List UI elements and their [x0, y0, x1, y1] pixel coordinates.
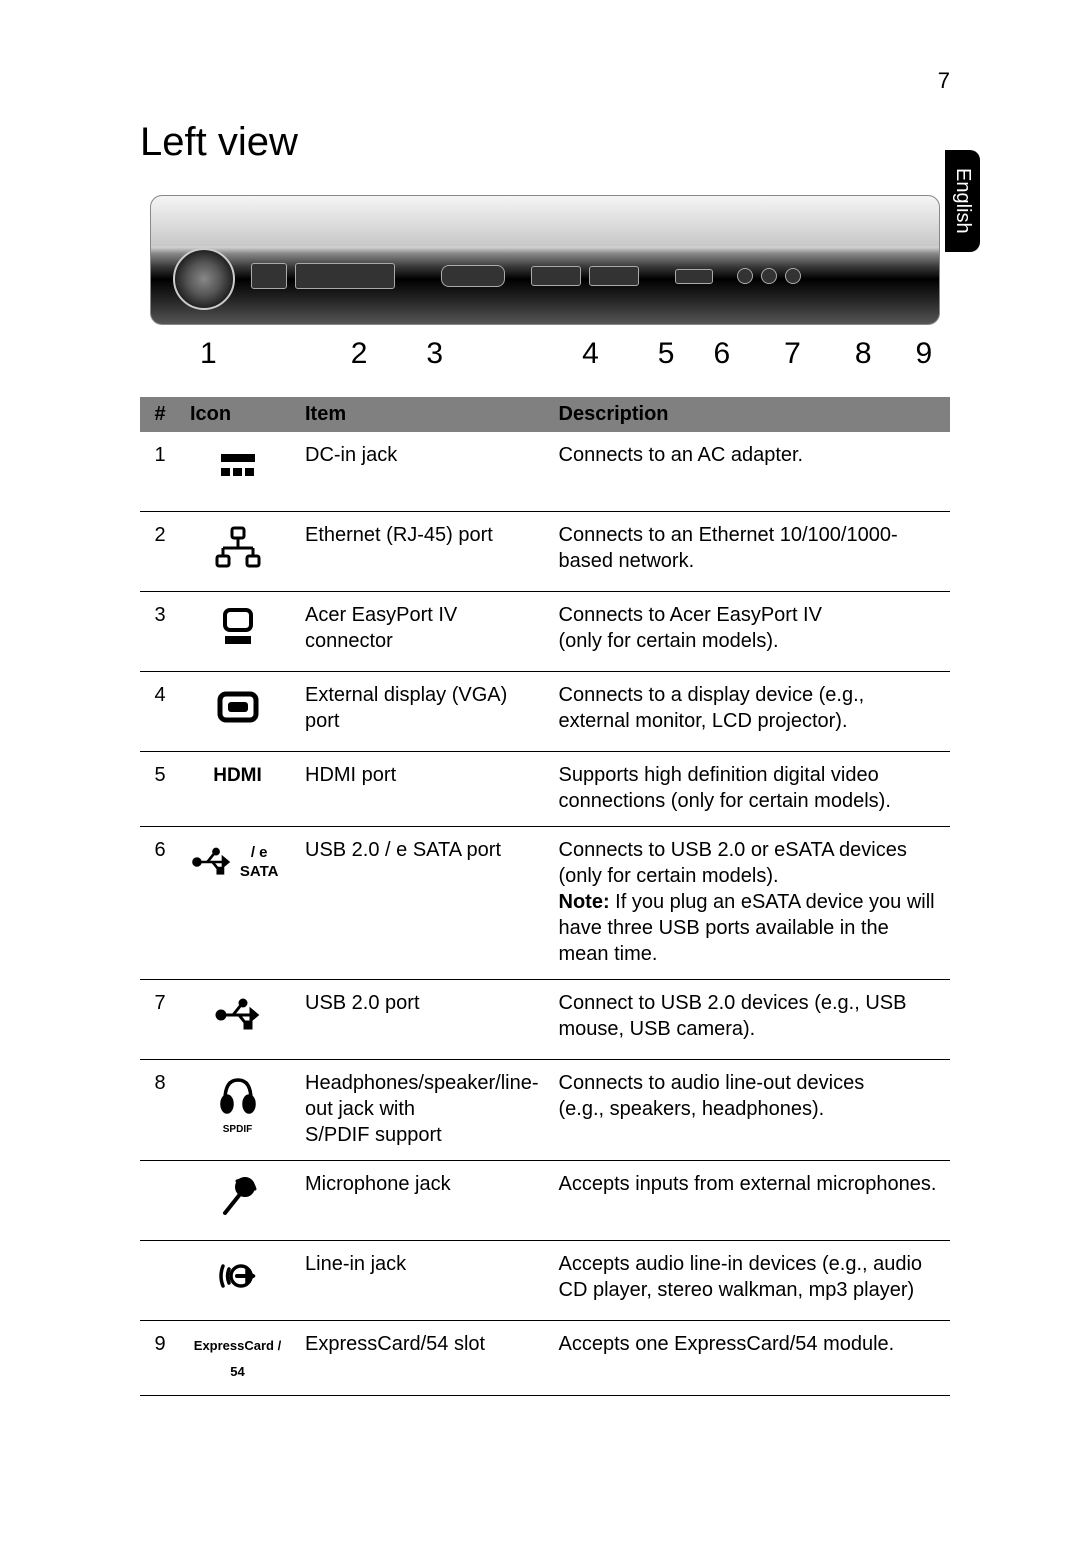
port-strip-illustration: [251, 256, 919, 296]
icon-text-label: HDMI: [213, 765, 262, 786]
table-row: 8 SPDIF Headphones/speaker/line-out jack …: [140, 1060, 950, 1161]
easyport-icon: [213, 602, 263, 652]
cell-icon: [180, 672, 295, 752]
callout-number: 2: [351, 337, 368, 371]
dcin-icon: [213, 442, 263, 492]
cell-desc: Connects to a display device (e.g., exte…: [549, 672, 951, 752]
table-row: 1 DC-in jackConnects to an AC adapter.: [140, 432, 950, 512]
cell-icon: ExpressCard / 54: [180, 1321, 295, 1396]
cell-item: Headphones/speaker/line-out jack withS/P…: [295, 1060, 549, 1161]
cell-item: USB 2.0 port: [295, 980, 549, 1060]
cell-item: External display (VGA) port: [295, 672, 549, 752]
cell-icon: [180, 512, 295, 592]
language-tab: English: [945, 150, 980, 252]
cell-icon: [180, 592, 295, 672]
cell-num: [140, 1161, 180, 1241]
cell-item: Acer EasyPort IV connector: [295, 592, 549, 672]
cell-num: 1: [140, 432, 180, 512]
cell-num: 7: [140, 980, 180, 1060]
table-row: Line-in jackAccepts audio line-in device…: [140, 1241, 950, 1321]
callout-number: 1: [200, 337, 217, 371]
cell-item: HDMI port: [295, 752, 549, 827]
cell-desc: Connects to Acer EasyPort IV(only for ce…: [549, 592, 951, 672]
callout-numbers-row: 1 2 3 4 5 6 7 8 9: [150, 337, 940, 371]
linein-icon: [213, 1251, 263, 1301]
th-item: Item: [295, 397, 549, 432]
headphones-icon: [213, 1070, 263, 1120]
ethernet-icon: [213, 522, 263, 572]
table-row: 7 USB 2.0 portConnect to USB 2.0 devices…: [140, 980, 950, 1060]
th-icon: Icon: [180, 397, 295, 432]
callout-number: 5: [658, 337, 675, 371]
cell-num: 6: [140, 827, 180, 980]
cell-item: USB 2.0 / e SATA port: [295, 827, 549, 980]
cell-desc: Connects to audio line-out devices(e.g.,…: [549, 1060, 951, 1161]
cell-icon: [180, 1161, 295, 1241]
cell-icon: / e SATA: [180, 827, 295, 980]
table-row: 9 ExpressCard / 54 ExpressCard/54 slotAcce…: [140, 1321, 950, 1396]
cell-icon: [180, 432, 295, 512]
cell-desc: Connects to an AC adapter.: [549, 432, 951, 512]
cell-icon: [180, 1241, 295, 1321]
cell-desc: Supports high definition digital video c…: [549, 752, 951, 827]
cell-desc: Accepts inputs from external microphones…: [549, 1161, 951, 1241]
cell-desc: Connects to USB 2.0 or eSATA devices (on…: [549, 827, 951, 980]
cell-num: 2: [140, 512, 180, 592]
cell-item: ExpressCard/54 slot: [295, 1321, 549, 1396]
table-header-row: # Icon Item Description: [140, 397, 950, 432]
callout-number: 6: [713, 337, 730, 371]
cell-item: Microphone jack: [295, 1161, 549, 1241]
note-label: Note:: [559, 891, 616, 913]
cell-item: Line-in jack: [295, 1241, 549, 1321]
mic-icon: [213, 1171, 263, 1221]
th-num: #: [140, 397, 180, 432]
table-row: 6 / e SATA USB 2.0 / e SATA portConnects …: [140, 827, 950, 980]
cell-icon: SPDIF: [180, 1060, 295, 1161]
cell-num: 3: [140, 592, 180, 672]
table-row: 2 Ethernet (RJ-45) portConnects to an Et…: [140, 512, 950, 592]
cell-num: 9: [140, 1321, 180, 1396]
usb-esata-icon: [190, 837, 233, 887]
table-row: 5 HDMI HDMI portSupports high definition d…: [140, 752, 950, 827]
th-desc: Description: [549, 397, 951, 432]
icon-text-label-small: ExpressCard / 54: [194, 1338, 281, 1379]
callout-number: 4: [582, 337, 599, 371]
cell-desc: Connects to an Ethernet 10/100/1000-base…: [549, 512, 951, 592]
page-number: 7: [938, 68, 950, 94]
cell-num: 4: [140, 672, 180, 752]
cell-icon: HDMI: [180, 752, 295, 827]
cell-item: DC-in jack: [295, 432, 549, 512]
callout-number: 7: [784, 337, 801, 371]
usb-icon: [213, 990, 263, 1040]
cell-num: 8: [140, 1060, 180, 1161]
vga-icon: [213, 682, 263, 732]
device-left-view-image: [150, 195, 940, 325]
callout-number: 3: [426, 337, 443, 371]
callout-number: 8: [855, 337, 872, 371]
esata-label: / e SATA: [233, 843, 285, 882]
table-row: Microphone jackAccepts inputs from exter…: [140, 1161, 950, 1241]
cell-item: Ethernet (RJ-45) port: [295, 512, 549, 592]
cell-desc: Accepts one ExpressCard/54 module.: [549, 1321, 951, 1396]
section-title: Left view: [140, 120, 970, 165]
cell-num: [140, 1241, 180, 1321]
table-row: 3 Acer EasyPort IV connectorConnects to …: [140, 592, 950, 672]
cell-desc: Connect to USB 2.0 devices (e.g., USB mo…: [549, 980, 951, 1060]
ports-table: # Icon Item Description 1 DC-in jackConn…: [140, 397, 950, 1396]
callout-number: 9: [916, 337, 933, 371]
cell-num: 5: [140, 752, 180, 827]
spdif-label: SPDIF: [190, 1123, 285, 1136]
table-row: 4 External display (VGA) portConnects to…: [140, 672, 950, 752]
cell-desc: Accepts audio line-in devices (e.g., aud…: [549, 1241, 951, 1321]
cell-icon: [180, 980, 295, 1060]
